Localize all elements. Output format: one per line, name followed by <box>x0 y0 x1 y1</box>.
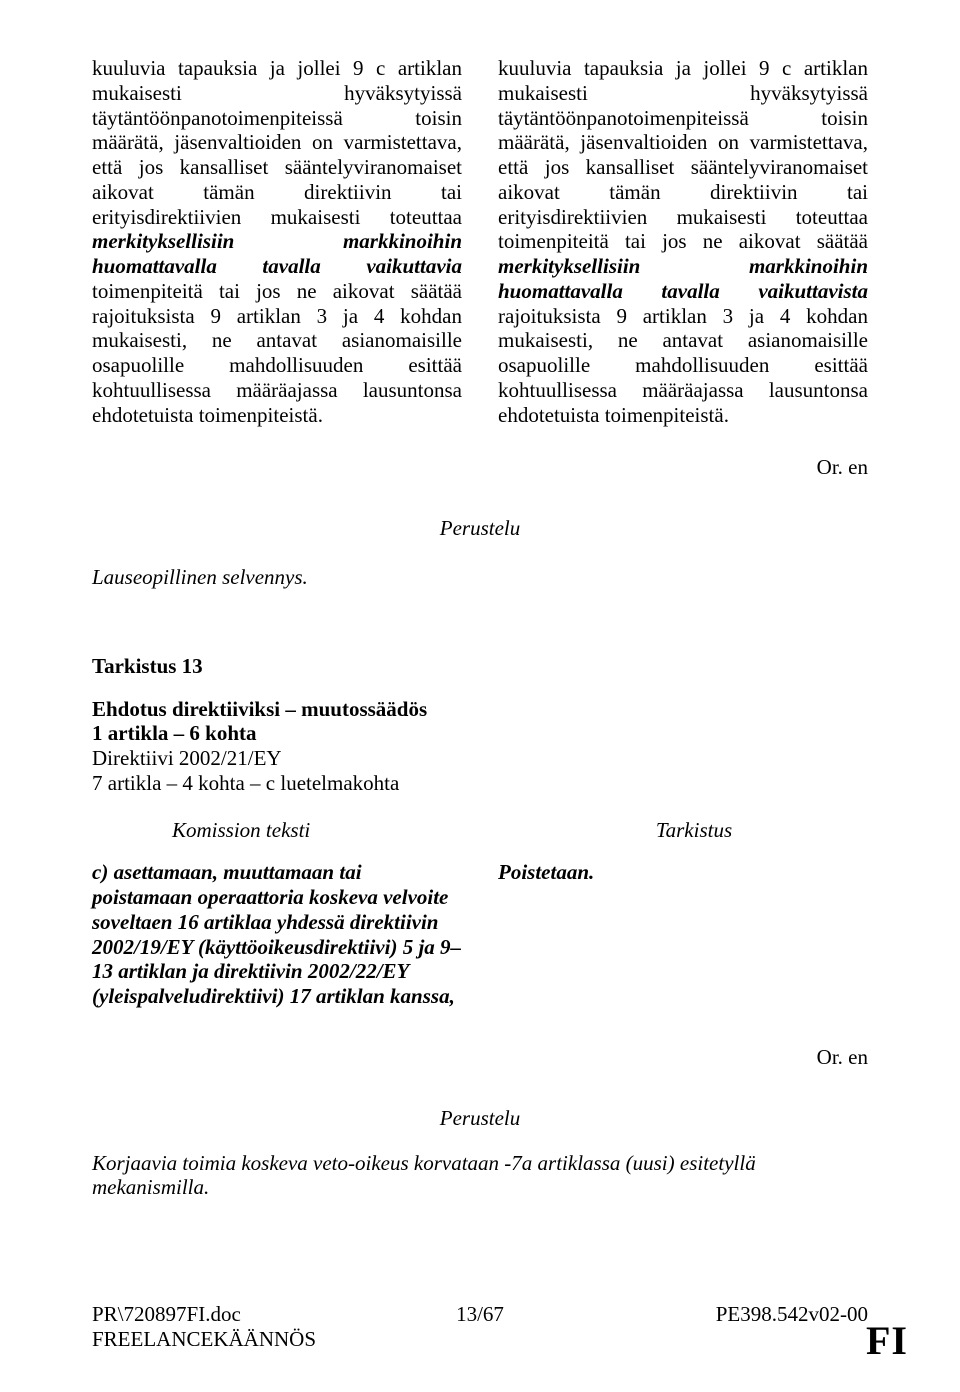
or-en-1: Or. en <box>92 455 868 480</box>
right-mid-text: rajoituksista 9 artiklan 3 ja 4 kohdan m… <box>498 304 868 427</box>
or-en-2: Or. en <box>92 1045 868 1070</box>
fi-mark: FI <box>866 1317 908 1364</box>
amendment-row: c) asettamaan, muuttamaan tai poistamaan… <box>92 860 868 1009</box>
footer-left-line2: FREELANCEKÄÄNNÖS <box>92 1327 868 1352</box>
page-footer: PR\720897FI.doc 13/67 PE398.542v02-00 FR… <box>92 1302 868 1352</box>
tarkistus-header: Tarkistus <box>520 818 868 843</box>
perustelu-heading-2: Perustelu <box>92 1106 868 1131</box>
right-pre-text: kuuluvia tapauksia ja jollei 9 c artikla… <box>498 56 868 253</box>
korjaavia-note: Korjaavia toimia koskeva veto-oikeus kor… <box>92 1151 868 1201</box>
footer-page-number: 13/67 <box>92 1302 868 1327</box>
ehdotus-line-2: 1 artikla – 6 kohta <box>92 721 868 746</box>
right-column: kuuluvia tapauksia ja jollei 9 c artikla… <box>498 56 868 427</box>
amend-left-col: c) asettamaan, muuttamaan tai poistamaan… <box>92 860 462 1009</box>
komission-teksti-header: Komission teksti <box>92 818 520 843</box>
right-emphasis-1: merkityksellisiin markkinoihin huomattav… <box>498 254 868 303</box>
amend-right-col: Poistetaan. <box>498 860 868 1009</box>
column-headers: Komission teksti Tarkistus <box>92 818 868 843</box>
ehdotus-line-1: Ehdotus direktiiviksi – muutossäädös <box>92 697 868 722</box>
tarkistus-heading: Tarkistus 13 <box>92 654 868 679</box>
amend-left-text: c) asettamaan, muuttamaan tai poistamaan… <box>92 860 462 1009</box>
left-pre-text: kuuluvia tapauksia ja jollei 9 c artikla… <box>92 56 462 229</box>
left-mid-text: toimenpiteitä tai jos ne aikovat säätää … <box>92 279 462 427</box>
comparison-columns: kuuluvia tapauksia ja jollei 9 c artikla… <box>92 56 868 427</box>
left-emphasis-1: merkityksellisiin markkinoihin huomattav… <box>92 229 462 278</box>
perustelu-heading-1: Perustelu <box>92 516 868 541</box>
amend-right-text: Poistetaan. <box>498 860 868 885</box>
ehdotus-line-4: 7 artikla – 4 kohta – c luetelmakohta <box>92 771 868 796</box>
lauseop-note: Lauseopillinen selvennys. <box>92 565 868 590</box>
left-column: kuuluvia tapauksia ja jollei 9 c artikla… <box>92 56 462 427</box>
ehdotus-line-3: Direktiivi 2002/21/EY <box>92 746 868 771</box>
